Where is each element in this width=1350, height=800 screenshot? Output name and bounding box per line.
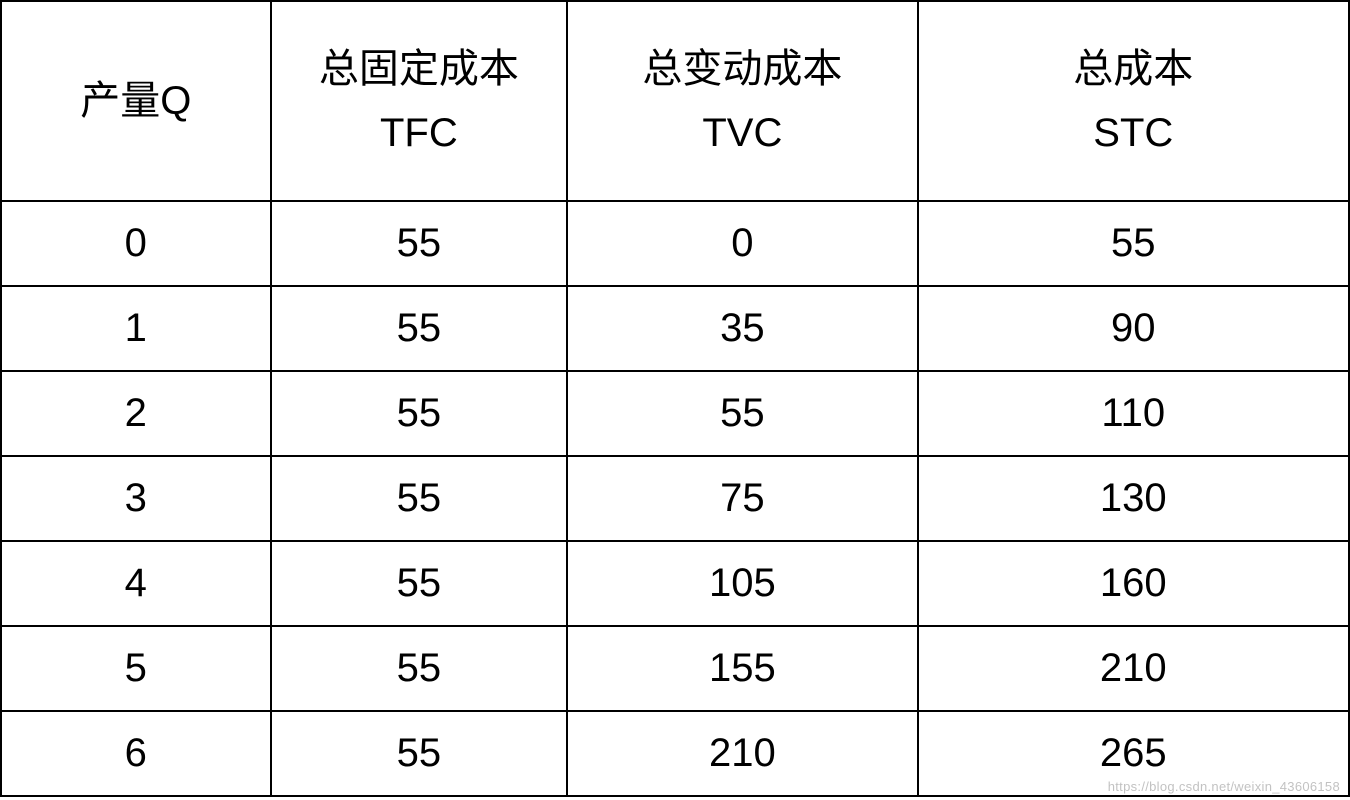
column-header-sublabel: STC (919, 101, 1348, 165)
cell-q: 3 (1, 456, 271, 541)
column-header-sublabel: TFC (272, 101, 567, 165)
column-header-sublabel: TVC (568, 101, 916, 165)
table-header-row: 产量Q 总固定成本 TFC 总变动成本 TVC 总成本 STC (1, 1, 1349, 201)
cell-tfc: 55 (271, 371, 568, 456)
table-row: 3 55 75 130 (1, 456, 1349, 541)
cell-q: 5 (1, 626, 271, 711)
table-row: 4 55 105 160 (1, 541, 1349, 626)
cell-tvc: 155 (567, 626, 917, 711)
column-header-label: 产量Q (2, 69, 270, 133)
cell-stc: 210 (918, 626, 1349, 711)
table-row: 1 55 35 90 (1, 286, 1349, 371)
column-header-tvc: 总变动成本 TVC (567, 1, 917, 201)
cell-q: 1 (1, 286, 271, 371)
cell-tvc: 75 (567, 456, 917, 541)
cell-tfc: 55 (271, 201, 568, 286)
cost-table-container: 产量Q 总固定成本 TFC 总变动成本 TVC 总成本 STC 0 55 (0, 0, 1350, 800)
cell-stc: 90 (918, 286, 1349, 371)
cell-q: 2 (1, 371, 271, 456)
watermark-text: https://blog.csdn.net/weixin_43606158 (1108, 779, 1340, 794)
cell-stc: 160 (918, 541, 1349, 626)
column-header-label: 总成本 (919, 37, 1348, 101)
cell-q: 4 (1, 541, 271, 626)
column-header-tfc: 总固定成本 TFC (271, 1, 568, 201)
cell-tvc: 55 (567, 371, 917, 456)
cell-tvc: 0 (567, 201, 917, 286)
cell-q: 0 (1, 201, 271, 286)
cell-stc: 55 (918, 201, 1349, 286)
cell-tvc: 35 (567, 286, 917, 371)
table-row: 0 55 0 55 (1, 201, 1349, 286)
table-row: 5 55 155 210 (1, 626, 1349, 711)
cost-table: 产量Q 总固定成本 TFC 总变动成本 TVC 总成本 STC 0 55 (0, 0, 1350, 797)
column-header-stc: 总成本 STC (918, 1, 1349, 201)
cell-tvc: 105 (567, 541, 917, 626)
cell-tfc: 55 (271, 626, 568, 711)
column-header-label: 总变动成本 (568, 37, 916, 101)
cell-tfc: 55 (271, 456, 568, 541)
cell-q: 6 (1, 711, 271, 796)
table-row: 2 55 55 110 (1, 371, 1349, 456)
cell-tfc: 55 (271, 286, 568, 371)
column-header-q: 产量Q (1, 1, 271, 201)
cell-tfc: 55 (271, 711, 568, 796)
cell-tfc: 55 (271, 541, 568, 626)
cell-tvc: 210 (567, 711, 917, 796)
cell-stc: 130 (918, 456, 1349, 541)
column-header-label: 总固定成本 (272, 37, 567, 101)
cell-stc: 110 (918, 371, 1349, 456)
